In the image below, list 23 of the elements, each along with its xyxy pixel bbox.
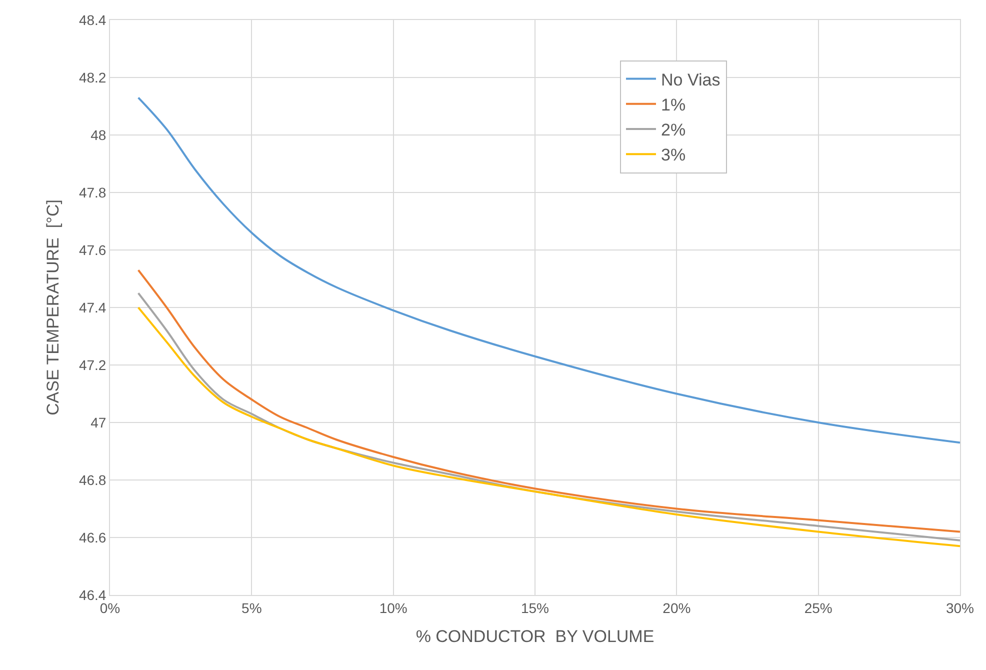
y-tick-label: 46.6 xyxy=(78,529,106,546)
y-tick-label: 48.2 xyxy=(78,69,106,86)
x-tick-label: 15% xyxy=(520,600,550,616)
x-tick-label: 20% xyxy=(662,600,691,616)
y-tick-label: 46.8 xyxy=(78,472,106,488)
y-tick-label: 47.4 xyxy=(78,299,106,316)
y-tick-label: 47 xyxy=(90,414,106,430)
y-tick-label: 47.8 xyxy=(78,184,106,200)
x-tick-label: 10% xyxy=(379,600,408,616)
x-axis-title: % CONDUCTOR BY VOLUME xyxy=(416,627,654,646)
x-tick-label: 25% xyxy=(804,600,832,616)
line-series xyxy=(137,96,960,444)
y-tick-label: 48.4 xyxy=(78,12,106,28)
y-tick-label: 48 xyxy=(90,126,106,143)
y-tick-label: 47.2 xyxy=(78,356,106,373)
x-tick-label: 30% xyxy=(946,600,974,616)
legend-label: 2% xyxy=(661,120,686,140)
legend-label: No Vias xyxy=(661,70,720,90)
legend-label: 1% xyxy=(661,96,686,115)
legend-label: 3% xyxy=(661,146,686,165)
y-axis-title: CASE TEMPERATURE [°C] xyxy=(44,200,62,416)
x-tick-label: 5% xyxy=(242,600,262,616)
y-tick-label: 47.6 xyxy=(78,242,106,258)
